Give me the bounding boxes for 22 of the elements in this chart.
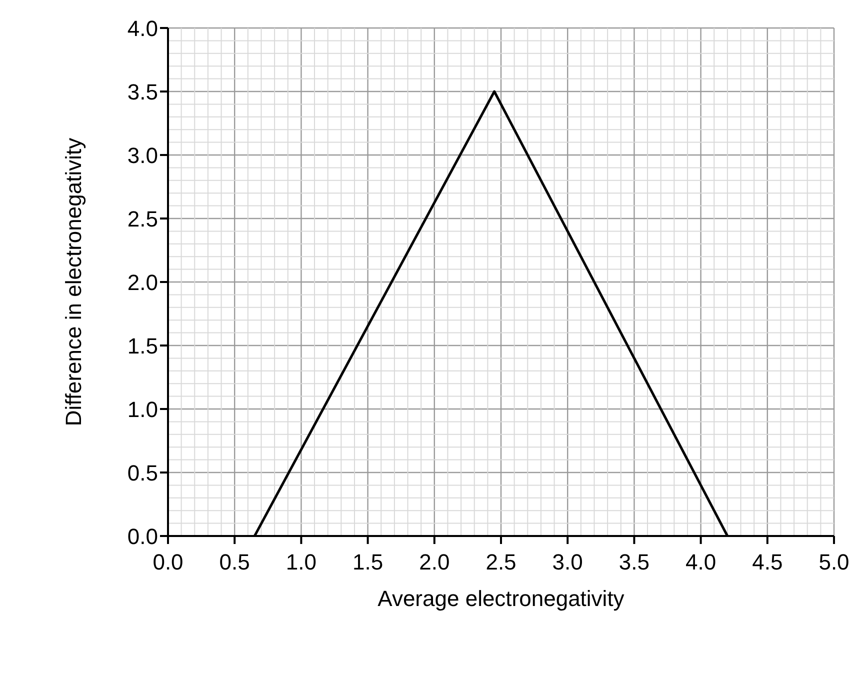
x-tick-label: 0.0 xyxy=(152,550,184,575)
y-tick-label: 0.0 xyxy=(127,524,158,549)
y-tick-label: 2.0 xyxy=(127,270,158,295)
x-tick-label: 2.5 xyxy=(486,550,516,575)
y-tick-label: 2.5 xyxy=(127,206,158,232)
y-tick-label: 0.5 xyxy=(127,460,158,486)
y-tick-label: 3.5 xyxy=(127,79,158,104)
x-tick-label: 3.5 xyxy=(618,550,650,575)
y-tick-label: 1.0 xyxy=(127,396,158,422)
x-tick-label: 1.0 xyxy=(286,550,316,575)
y-tick-label: 4.0 xyxy=(127,16,158,41)
x-tick-label: 0.5 xyxy=(219,550,250,575)
x-tick-label: 4.5 xyxy=(752,550,783,575)
x-tick-label: 2.0 xyxy=(419,550,450,575)
y-tick-label: 1.5 xyxy=(127,333,158,358)
x-axis-title: Average electronegativity xyxy=(378,586,624,611)
x-tick-label: 1.5 xyxy=(352,550,384,575)
x-tick-label: 5.0 xyxy=(818,550,850,575)
y-axis-title: Difference in electronegativity xyxy=(60,138,86,426)
y-tick-label: 3.0 xyxy=(127,142,158,168)
x-tick-label: 4.0 xyxy=(686,550,716,575)
x-tick-label: 3.0 xyxy=(552,550,583,575)
